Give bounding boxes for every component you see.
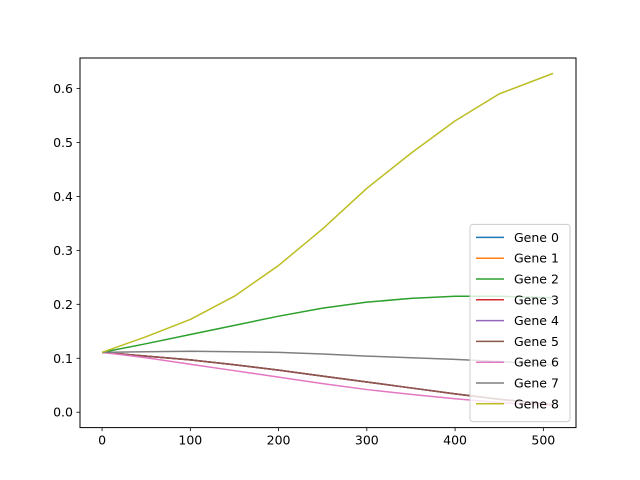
legend-label-gene-4: Gene 4 xyxy=(514,313,559,328)
legend-label-gene-0: Gene 0 xyxy=(514,230,559,245)
legend: Gene 0 Gene 1 Gene 2 Gene 3 Gene 4 Gene 5 Gene… xyxy=(469,223,571,423)
x-tick-label: 0 xyxy=(98,433,106,448)
y-tick-label: 0.0 xyxy=(53,405,73,420)
x-axis: 0 100 200 300 400 500 xyxy=(98,427,555,448)
x-tick-label: 300 xyxy=(355,433,379,448)
legend-label-gene-2: Gene 2 xyxy=(514,272,559,287)
plot-frame xyxy=(79,57,577,429)
y-tick-label: 0.5 xyxy=(53,135,73,150)
y-tick-label: 0.1 xyxy=(53,351,73,366)
legend-label-gene-7: Gene 7 xyxy=(514,376,559,391)
legend-label-gene-1: Gene 1 xyxy=(514,251,559,266)
legend-label-gene-8: Gene 8 xyxy=(514,396,559,411)
x-tick-label: 400 xyxy=(443,433,467,448)
y-tick-label: 0.4 xyxy=(53,189,73,204)
x-tick-label: 500 xyxy=(531,433,555,448)
x-tick-label: 200 xyxy=(267,433,291,448)
y-axis: 0.0 0.1 0.2 0.3 0.4 0.5 0.6 xyxy=(53,81,80,420)
legend-label-gene-6: Gene 6 xyxy=(514,355,559,370)
series-line-gene-8 xyxy=(101,72,554,354)
x-tick-label: 100 xyxy=(178,433,202,448)
legend-label-gene-5: Gene 5 xyxy=(514,334,559,349)
y-tick-label: 0.6 xyxy=(53,81,73,96)
legend-label-gene-3: Gene 3 xyxy=(514,292,559,307)
y-tick-label: 0.3 xyxy=(53,243,73,258)
legend-box xyxy=(469,223,571,423)
y-tick-label: 0.2 xyxy=(53,297,73,312)
